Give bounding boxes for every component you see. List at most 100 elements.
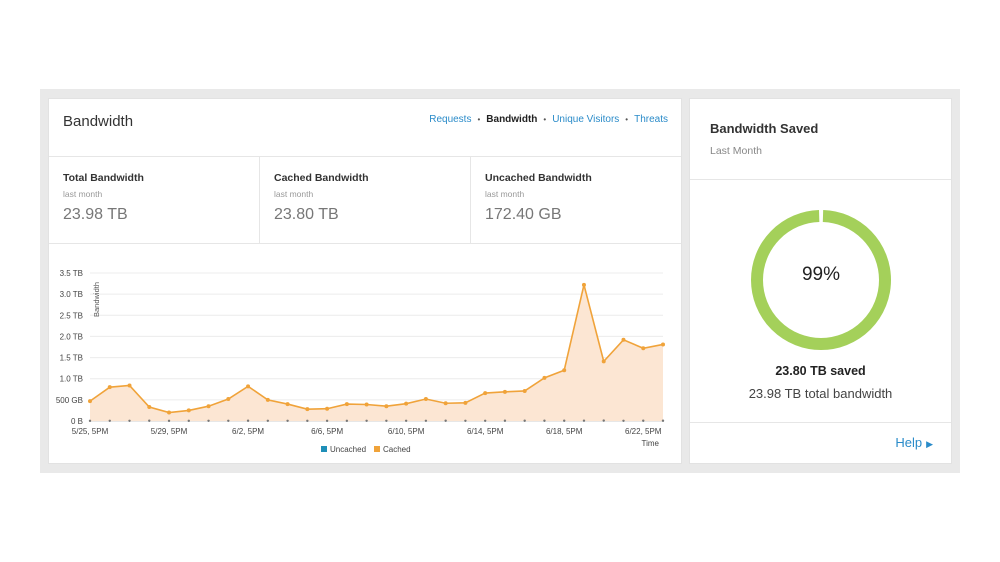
- uncached-point[interactable]: [503, 419, 507, 422]
- cached-point[interactable]: [265, 397, 270, 402]
- y-tick-label: 2.0 TB: [60, 332, 83, 341]
- uncached-point[interactable]: [404, 419, 408, 422]
- stat-label: Uncached Bandwidth: [485, 172, 592, 184]
- cached-point[interactable]: [384, 404, 389, 409]
- divider: [690, 179, 951, 180]
- saved-donut-chart: [751, 210, 891, 350]
- bandwidth-chart[interactable]: 0 B 500 GB 1.0 TB 1.5 TB 2.0 TB 2.5 TB 3.0 TB 3…: [49, 242, 681, 463]
- uncached-point[interactable]: [365, 419, 368, 422]
- cached-point[interactable]: [246, 384, 251, 389]
- cached-point[interactable]: [641, 346, 646, 351]
- cached-area: [90, 284, 663, 421]
- cached-point[interactable]: [344, 402, 349, 407]
- cached-point[interactable]: [463, 400, 468, 405]
- uncached-point[interactable]: [306, 419, 309, 423]
- stat-cached-bandwidth: Cached Bandwidth last month 23.80 TB: [260, 157, 471, 243]
- y-tick-label: 2.5 TB: [60, 311, 83, 320]
- donut-saved-arc: [751, 210, 891, 350]
- uncached-point[interactable]: [88, 419, 92, 423]
- uncached-point[interactable]: [167, 419, 171, 423]
- cached-point[interactable]: [305, 407, 310, 412]
- uncached-point[interactable]: [582, 419, 586, 422]
- legend-label-cached[interactable]: Cached: [383, 445, 411, 454]
- uncached-point[interactable]: [148, 419, 151, 422]
- help-link[interactable]: Help ▶: [895, 435, 933, 450]
- cached-point[interactable]: [206, 404, 211, 409]
- cached-point[interactable]: [364, 402, 369, 407]
- cached-point[interactable]: [226, 397, 231, 402]
- cached-point[interactable]: [423, 397, 428, 402]
- bandwidth-saved-panel: Bandwidth Saved Last Month 99% 23.80 TB …: [689, 98, 952, 464]
- y-tick-label: 500 GB: [56, 396, 83, 405]
- uncached-point[interactable]: [483, 419, 487, 422]
- uncached-point[interactable]: [622, 419, 625, 422]
- caret-right-icon: ▶: [926, 439, 933, 449]
- cached-point[interactable]: [285, 402, 290, 407]
- x-tick-label: 6/10, 5PM: [388, 427, 425, 436]
- stat-value: 23.80 TB: [274, 206, 339, 223]
- nav-requests[interactable]: Requests: [429, 114, 472, 125]
- x-axis-label: Time: [642, 439, 660, 448]
- uncached-point[interactable]: [187, 419, 190, 423]
- cached-point[interactable]: [522, 388, 527, 393]
- saved-subtitle: Last Month: [710, 145, 762, 157]
- uncached-point[interactable]: [227, 419, 230, 422]
- nav-threats[interactable]: Threats: [634, 114, 668, 125]
- cached-point[interactable]: [325, 406, 330, 411]
- cached-point[interactable]: [167, 410, 172, 415]
- uncached-point[interactable]: [602, 419, 605, 422]
- cached-point[interactable]: [88, 399, 92, 404]
- uncached-point[interactable]: [325, 419, 329, 423]
- uncached-point[interactable]: [246, 419, 250, 422]
- uncached-point[interactable]: [266, 419, 270, 422]
- y-axis-label: Bandwidth: [92, 282, 101, 317]
- y-tick-label: 3.0 TB: [60, 290, 83, 299]
- uncached-point[interactable]: [523, 419, 526, 422]
- cached-point[interactable]: [562, 368, 567, 373]
- uncached-point[interactable]: [385, 419, 388, 422]
- nav-separator: •: [625, 115, 629, 124]
- uncached-point[interactable]: [286, 419, 289, 422]
- cached-point[interactable]: [502, 389, 507, 394]
- legend-label-uncached[interactable]: Uncached: [330, 445, 366, 454]
- cached-point[interactable]: [621, 337, 626, 342]
- cached-point[interactable]: [404, 401, 409, 406]
- saved-title: Bandwidth Saved: [710, 121, 819, 136]
- cached-point[interactable]: [581, 282, 586, 287]
- x-tick-label: 6/14, 5PM: [467, 427, 504, 436]
- stat-label: Total Bandwidth: [63, 172, 144, 184]
- nav-bandwidth[interactable]: Bandwidth: [486, 114, 538, 125]
- legend-swatch-uncached: [321, 446, 327, 452]
- x-tick-label: 5/25, 5PM: [72, 427, 109, 436]
- y-tick-label: 0 B: [71, 417, 83, 426]
- cached-point[interactable]: [542, 375, 547, 380]
- uncached-point[interactable]: [661, 419, 665, 422]
- cached-point[interactable]: [483, 391, 488, 396]
- uncached-point[interactable]: [543, 419, 546, 422]
- uncached-point[interactable]: [444, 419, 447, 422]
- cached-point[interactable]: [601, 359, 606, 364]
- cached-point[interactable]: [147, 405, 152, 410]
- y-tick-label: 1.0 TB: [60, 375, 83, 384]
- stat-value: 172.40 GB: [485, 206, 562, 223]
- uncached-point[interactable]: [642, 419, 645, 422]
- uncached-point[interactable]: [563, 419, 566, 422]
- cached-point[interactable]: [443, 401, 448, 406]
- y-tick-label: 3.5 TB: [60, 269, 83, 278]
- uncached-point[interactable]: [128, 419, 131, 422]
- cached-point[interactable]: [661, 342, 665, 347]
- x-tick-label: 5/29, 5PM: [151, 427, 188, 436]
- uncached-point[interactable]: [424, 419, 428, 422]
- nav-separator: •: [543, 115, 547, 124]
- uncached-point[interactable]: [345, 419, 349, 423]
- cached-point[interactable]: [186, 408, 191, 413]
- uncached-point[interactable]: [464, 419, 467, 422]
- cached-point[interactable]: [107, 385, 112, 390]
- uncached-point[interactable]: [207, 419, 210, 422]
- uncached-point[interactable]: [108, 419, 111, 422]
- nav-unique-visitors[interactable]: Unique Visitors: [552, 114, 620, 125]
- cached-point[interactable]: [127, 383, 132, 388]
- cached-line: [89, 284, 664, 414]
- x-tick-label: 6/2, 5PM: [232, 427, 264, 436]
- bandwidth-panel: Bandwidth Requests • Bandwidth • Unique …: [48, 98, 682, 464]
